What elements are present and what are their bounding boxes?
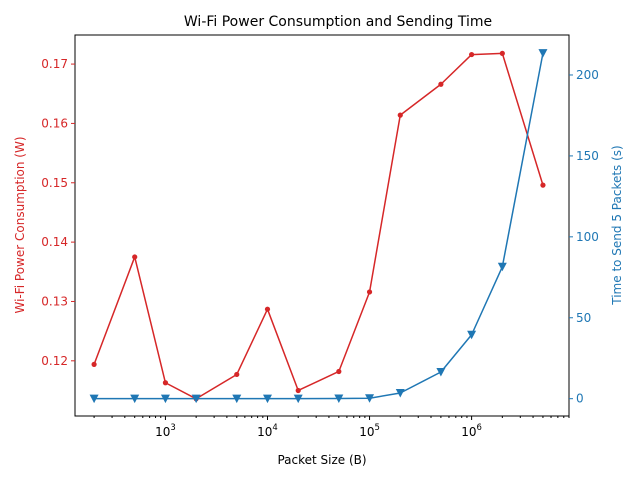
sending-time-data-point xyxy=(538,49,548,58)
x-tick-label-exponent: 3 xyxy=(170,423,175,433)
sending-time-data-point xyxy=(497,262,507,272)
x-tick-label-exponent: 5 xyxy=(374,423,379,433)
sending-time-series-line xyxy=(94,52,544,400)
sending-time-data-point xyxy=(160,394,170,404)
x-axis-label: Packet Size (B) xyxy=(277,453,366,467)
sending-time-data-point xyxy=(365,394,375,403)
power-data-point xyxy=(264,306,271,312)
x-axis: 103 104 105 106 xyxy=(93,416,570,439)
sending-time-data-point xyxy=(191,394,201,404)
left-y-tick-label: 0.12 xyxy=(41,354,68,368)
power-data-point xyxy=(295,387,301,394)
power-data-point xyxy=(91,361,97,367)
sending-time-data-point xyxy=(293,394,303,404)
power-data-point xyxy=(162,380,169,386)
power-data-point xyxy=(132,254,138,260)
sending-time-data-point xyxy=(467,330,477,340)
x-tick-label-base: 10 xyxy=(155,425,170,439)
plot-frame xyxy=(74,34,570,417)
right-y-tick-label: 50 xyxy=(576,311,591,325)
sending-time-data-point xyxy=(395,389,405,398)
x-tick-label-base: 10 xyxy=(359,425,374,439)
x-tick-label-exponent: 6 xyxy=(477,423,482,433)
left-y-axis: 0.12 0.13 0.14 0.15 0.16 0.17 xyxy=(41,57,75,368)
x-tick-label: 103 xyxy=(155,423,176,439)
x-tick-label-exponent: 4 xyxy=(272,423,277,433)
power-data-point xyxy=(438,81,444,87)
power-data-point xyxy=(499,50,505,56)
sending-time-data-point xyxy=(89,394,99,404)
right-y-tick-label: 150 xyxy=(576,149,599,163)
chart-title: Wi-Fi Power Consumption and Sending Time xyxy=(184,14,492,30)
right-y-tick-label: 0 xyxy=(576,392,584,406)
x-tick-label-base: 10 xyxy=(257,425,272,439)
right-y-tick-label: 200 xyxy=(576,68,599,82)
right-y-axis: 0 50 100 150 200 xyxy=(569,68,599,406)
left-y-tick-label: 0.15 xyxy=(41,176,68,190)
series-layer xyxy=(89,49,548,404)
left-y-tick-label: 0.16 xyxy=(41,116,68,130)
x-tick-label: 104 xyxy=(257,423,278,439)
power-data-point xyxy=(469,51,475,58)
power-data-point xyxy=(366,289,373,295)
sending-time-data-point xyxy=(436,367,446,377)
power-data-point xyxy=(234,371,240,378)
left-y-axis-label: Wi-Fi Power Consumption (W) xyxy=(13,136,27,313)
right-y-axis-label: Time to Send 5 Packets (s) xyxy=(610,145,624,305)
right-y-tick-label: 100 xyxy=(576,230,599,244)
x-tick-label: 106 xyxy=(461,423,482,439)
sending-time-data-point xyxy=(130,394,140,404)
sending-time-data-point xyxy=(262,394,272,404)
left-y-tick-label: 0.13 xyxy=(41,294,68,308)
power-data-point xyxy=(336,368,342,375)
power-data-point xyxy=(540,182,546,188)
power-series-line xyxy=(93,52,544,400)
left-y-tick-label: 0.14 xyxy=(41,235,68,249)
left-y-tick-label: 0.17 xyxy=(41,57,68,71)
power-data-point xyxy=(397,112,403,118)
sending-time-data-point xyxy=(334,394,344,404)
x-tick-label-base: 10 xyxy=(461,425,476,439)
sending-time-data-point xyxy=(232,394,242,404)
x-tick-label: 105 xyxy=(359,423,380,439)
